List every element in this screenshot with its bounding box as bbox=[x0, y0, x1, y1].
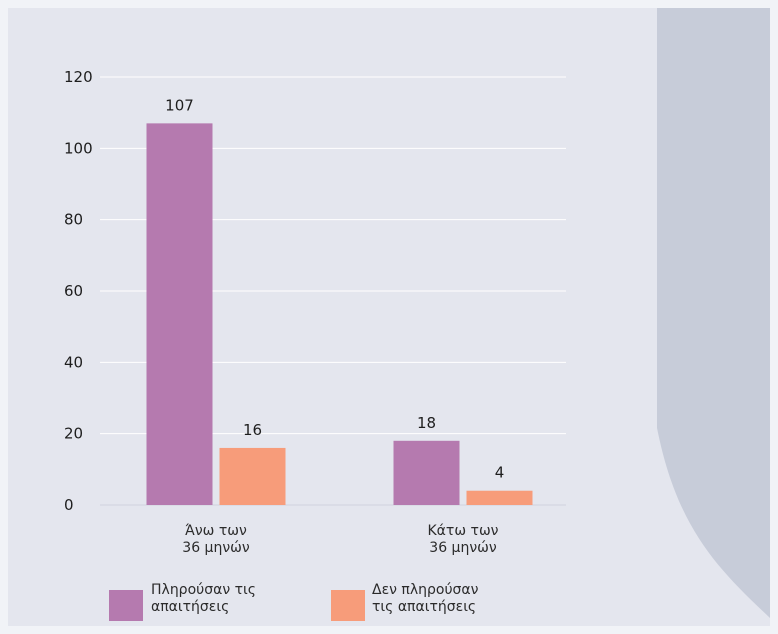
y-tick-label-60: 60 bbox=[64, 282, 83, 300]
bar-chart: 0 20 40 60 80 100 120 107 16 Άνω των 36 μηνών 18 4 Κά… bbox=[64, 68, 566, 621]
bar-1-1 bbox=[466, 490, 533, 505]
side-panel bbox=[657, 8, 770, 626]
y-tick-label-100: 100 bbox=[64, 139, 93, 157]
data-label-1-1: 4 bbox=[495, 464, 505, 482]
x-category-label-0: Άνω των 36 μηνών bbox=[182, 523, 250, 556]
y-tick-label-20: 20 bbox=[64, 425, 83, 443]
bar-0-1 bbox=[219, 447, 286, 505]
side-panel-curve bbox=[657, 428, 770, 626]
data-label-1-0: 18 bbox=[417, 414, 436, 432]
data-label-0-0: 107 bbox=[165, 96, 194, 114]
legend-label-1: Δεν πληρούσαν τις απαιτήσεις bbox=[372, 582, 479, 615]
chart-panel: 0 20 40 60 80 100 120 107 16 Άνω των 36 μηνών 18 4 Κά… bbox=[8, 8, 770, 626]
bar-1-0 bbox=[393, 440, 460, 505]
legend-swatch-1 bbox=[331, 590, 365, 621]
legend-label-0: Πληρούσαν τις απαιτήσεις bbox=[151, 582, 256, 615]
bar-0-0 bbox=[146, 123, 213, 505]
y-tick-label-0: 0 bbox=[64, 496, 74, 514]
y-tick-label-40: 40 bbox=[64, 353, 83, 371]
y-tick-label-120: 120 bbox=[64, 68, 93, 86]
x-category-label-1: Κάτω των 36 μηνών bbox=[428, 523, 499, 556]
legend-swatch-0 bbox=[109, 590, 143, 621]
y-tick-label-80: 80 bbox=[64, 211, 83, 229]
data-label-0-1: 16 bbox=[243, 421, 262, 439]
